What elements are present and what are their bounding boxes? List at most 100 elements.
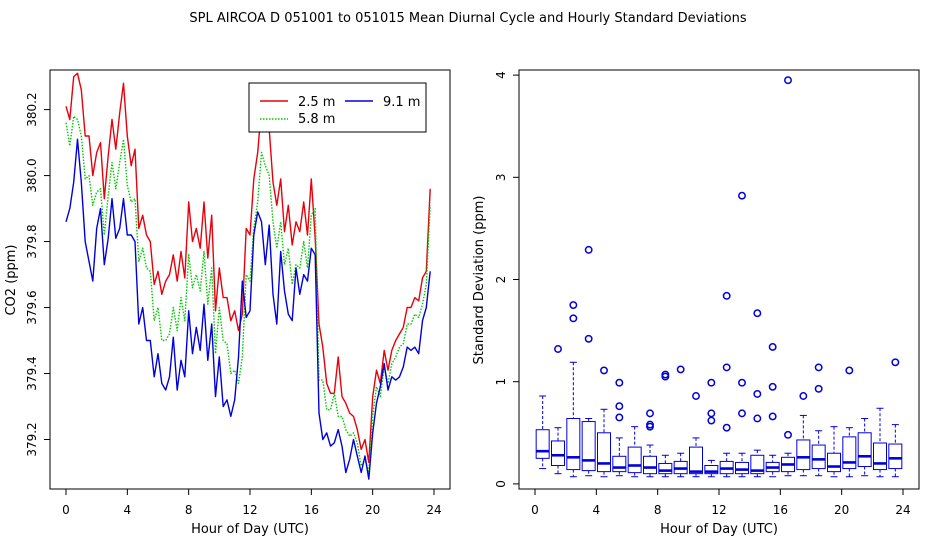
std-outlier-4-5-0 [600,366,608,375]
co2-xtick-label-24: 24 [426,503,441,517]
std-iqr-box-23-5 [888,443,903,470]
std-outlier-5-5-2 [615,378,624,387]
co2-xtick-label-4: 4 [124,503,132,517]
legend-label-2-5m: 2.5 m [298,95,335,110]
legend-label-9-1m: 9.1 m [383,95,420,110]
std-outlier-14-5-0 [753,414,762,423]
std-xtick-label-8: 8 [654,503,662,517]
std-iqr-box-2-5 [566,417,581,471]
std-box-hour-9-5 [673,365,688,478]
co2-xtick-label-8: 8 [185,503,193,517]
std-outlier-13-5-2 [738,191,746,200]
std-box-hour-20-5 [842,366,857,478]
std-box-hour-19-5 [827,426,841,478]
std-ytick-label-4: 4 [494,71,508,79]
std-outlier-3-5-0 [584,334,593,343]
std-box-hour-3-5 [581,245,596,477]
std-iqr-box-18-5 [811,444,826,470]
std-outlier-8-5-1 [661,370,670,379]
co2-ytick-label-380-0: 380.0 [25,158,39,192]
std-box-hour-17-5 [796,392,811,477]
co2-series-line-5-8-m [65,115,431,474]
std-iqr-box-19-5 [827,452,841,473]
std-box-hour-5-5 [612,378,627,477]
std-iqr-box-5-5 [612,455,627,473]
std-xtick-label-4: 4 [593,503,601,517]
std-outlier-5-5-0 [615,413,624,422]
figure-title: SPL AIRCOA D 051001 to 051015 Mean Diurn… [189,11,746,26]
std-outlier-14-5-1 [753,390,762,398]
std-outlier-16-5-0 [784,430,792,439]
std-iqr-box-20-5 [842,436,857,470]
std-iqr-box-7-5 [643,455,657,475]
std-outlier-1-5-0 [554,345,562,353]
std-xtick-label-16: 16 [773,503,788,517]
co2-series-line-9-1-m [65,138,431,480]
co2-ytick-label-379-8: 379.8 [25,224,39,258]
std-ytick-label-1: 1 [494,378,508,386]
std-box-hour-6-5 [627,426,642,478]
co2-legend: 2.5 m 5.8 m 9.1 m [248,82,427,133]
std-outlier-13-5-1 [738,378,746,387]
co2-ytick-label-379-4: 379.4 [25,356,39,390]
std-outlier-12-5-2 [722,291,731,300]
std-outlier-2-5-0 [569,314,578,323]
std-outlier-20-5-0 [845,366,854,375]
std-iqr-box-14-5 [750,454,765,475]
std-outlier-14-5-2 [753,309,762,318]
co2-xtick-label-12: 12 [242,503,257,517]
std-iqr-box-6-5 [627,446,642,474]
std-outlier-16-5-1 [784,76,792,85]
std-x-axis-label: Hour of Day (UTC) [660,522,778,537]
std-iqr-box-21-5 [857,432,872,468]
std-outlier-15-5-0 [768,412,777,421]
std-outlier-12-5-0 [722,423,731,432]
co2-x-axis-label: Hour of Day (UTC) [191,522,309,537]
std-box-hour-8-5 [658,370,673,478]
std-box-hour-13-5 [735,191,749,478]
co2-ytick-label-379-2: 379.2 [25,422,39,456]
std-outlier-11-5-2 [707,378,716,387]
co2-x-axis: 0 4 8 12 16 20 24 [62,489,442,517]
std-outlier-7-5-2 [646,409,654,418]
std-iqr-box-3-5 [581,421,596,472]
std-box-hour-7-5 [643,409,657,478]
std-outlier-3-5-1 [584,245,593,254]
std-outlier-13-5-0 [738,409,746,418]
std-box-hour-1-5 [551,345,565,475]
std-outlier-9-5-0 [676,365,685,374]
legend-box [248,82,427,133]
std-box-hour-2-5 [566,301,581,478]
std-iqr-box-10-5 [689,446,703,475]
std-ytick-label-3: 3 [494,173,508,181]
std-outlier-15-5-2 [768,342,777,351]
std-box-hour-15-5 [765,342,780,478]
std-outlier-12-5-1 [722,363,731,372]
co2-y-axis-label: CO2 (ppm) [4,244,19,315]
std-outlier-7-5-1 [646,420,654,429]
std-iqr-box-1-5 [551,440,565,466]
std-box-hour-18-5 [811,363,826,477]
std-boxes [535,76,903,478]
std-box-hour-21-5 [857,417,872,477]
co2-y-axis: 379.2 379.4 379.6 379.8 380.0 380.2 [25,92,50,457]
std-outlier-18-5-1 [814,363,823,372]
std-outlier-5-5-1 [615,402,624,411]
std-ytick-label-2: 2 [494,276,508,284]
std-outlier-11-5-0 [707,416,716,425]
co2-xtick-label-16: 16 [304,503,319,517]
std-iqr-box-8-5 [658,462,673,475]
std-iqr-box-11-5 [704,464,719,475]
co2-xtick-label-0: 0 [62,503,70,517]
std-box-hour-4-5 [597,366,611,478]
std-box-hour-10-5 [689,392,703,478]
co2-ytick-label-380-2: 380.2 [25,92,39,126]
std-iqr-box-13-5 [735,461,749,475]
std-outlier-18-5-0 [814,384,823,393]
std-box-hour-12-5 [719,291,734,478]
co2-xtick-label-20: 20 [365,503,380,517]
co2-ytick-label-379-6: 379.6 [25,290,39,324]
std-xtick-label-20: 20 [834,503,849,517]
